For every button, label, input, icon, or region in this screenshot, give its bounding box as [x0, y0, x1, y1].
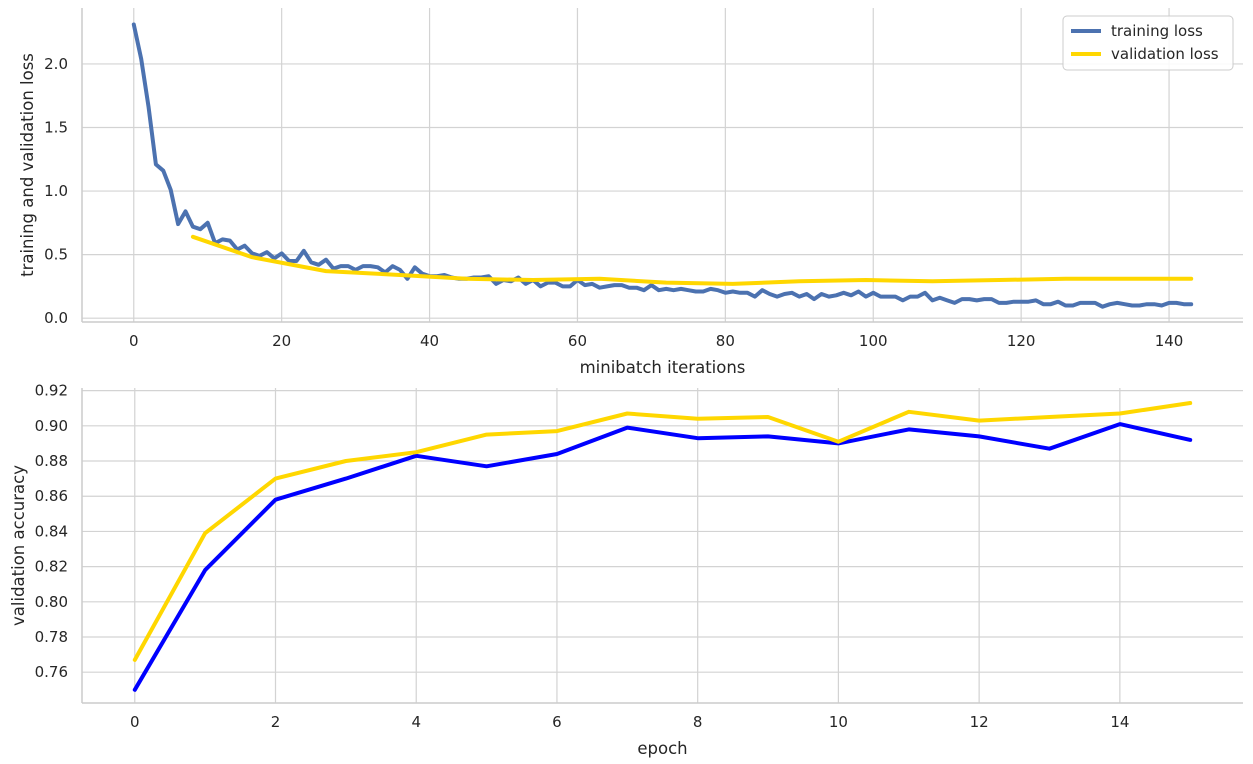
y-tick-label: 1.0 [44, 182, 68, 200]
x-tick-label: 0 [129, 332, 139, 350]
x-tick-label: 10 [829, 713, 848, 731]
x-tick-label: 6 [552, 713, 562, 731]
y-axis-label: validation accuracy [9, 465, 28, 626]
y-tick-label: 2.0 [44, 55, 68, 73]
x-tick-label: 0 [130, 713, 140, 731]
y-tick-label: 0.78 [35, 628, 68, 646]
x-tick-label: 20 [272, 332, 291, 350]
grid [82, 8, 1243, 322]
series-2-line [132, 401, 1193, 662]
legend: training loss validation loss [1062, 15, 1234, 71]
x-tick-label: 80 [716, 332, 735, 350]
training-loss-line [131, 22, 1194, 309]
x-tick-label: 100 [859, 332, 888, 350]
x-tick-label: 40 [420, 332, 439, 350]
y-tick-label: 0.5 [44, 246, 68, 264]
legend-label: validation loss [1111, 45, 1219, 63]
x-tick-label: 14 [1110, 713, 1129, 731]
x-tick-label: 120 [1007, 332, 1036, 350]
y-tick-label: 0.0 [44, 309, 68, 327]
x-axis-label: epoch [637, 739, 687, 758]
y-tick-label: 0.82 [35, 558, 68, 576]
x-tick-label: 12 [970, 713, 989, 731]
series-1-line [132, 422, 1193, 692]
x-tick-label: 2 [271, 713, 281, 731]
legend-label: training loss [1111, 22, 1203, 40]
y-tick-label: 0.90 [35, 417, 68, 435]
x-tick-label: 8 [693, 713, 703, 731]
y-tick-label: 1.5 [44, 118, 68, 136]
y-tick-label: 0.86 [35, 487, 68, 505]
y-tick-label: 0.76 [35, 663, 68, 681]
grid [82, 388, 1243, 703]
y-tick-label: 0.80 [35, 593, 68, 611]
y-tick-label: 0.88 [35, 452, 68, 470]
loss-chart: 0 20 40 60 80 100 120 140 0.0 0.5 1.0 1.5 2.0 minibat… [18, 8, 1243, 377]
legend-frame [1062, 15, 1234, 71]
x-axis-label: minibatch iterations [580, 358, 746, 377]
y-axis-label: training and validation loss [18, 53, 37, 277]
accuracy-chart: 0 2 4 6 8 10 12 14 0.76 0.78 0.80 0.82 0.84 0.86 0.88 0… [9, 382, 1243, 758]
x-tick-label: 60 [568, 332, 587, 350]
y-tick-label: 0.92 [35, 382, 68, 400]
y-tick-label: 0.84 [35, 522, 68, 540]
x-tick-label: 4 [411, 713, 421, 731]
validation-loss-line [190, 234, 1194, 286]
x-tick-label: 140 [1155, 332, 1184, 350]
